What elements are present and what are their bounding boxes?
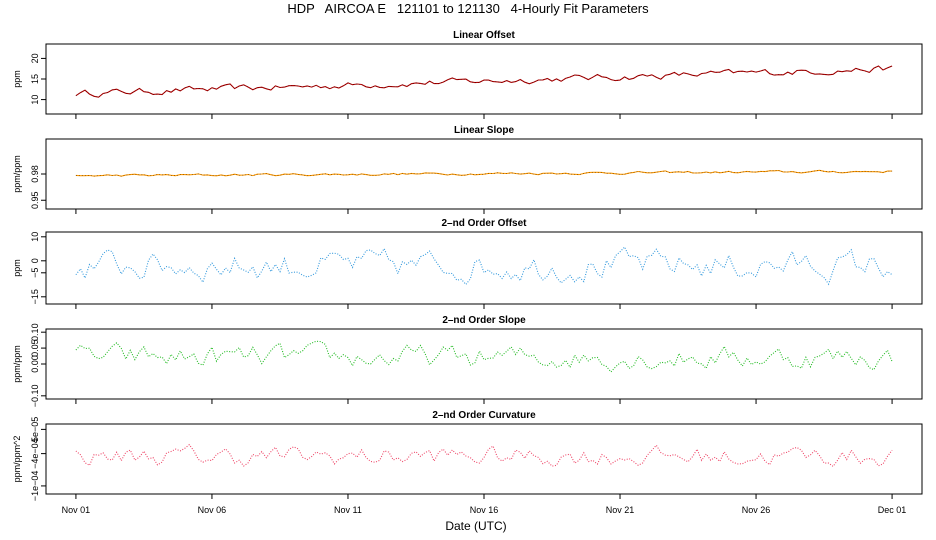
series-line-1 <box>75 65 893 98</box>
panel-title-5: 2–nd Order Curvature <box>432 410 536 421</box>
x-tick-label: Nov 26 <box>742 505 771 515</box>
y-axis-label-2: ppm/ppm <box>12 155 22 193</box>
panel-frame-1 <box>45 43 923 115</box>
y-tick-label: 0 <box>30 258 40 263</box>
y-tick-label: −5 <box>30 268 40 278</box>
y-axis-label-3: ppm <box>12 259 22 277</box>
x-tick-label: Nov 01 <box>62 505 91 515</box>
x-tick-label: Nov 11 <box>334 505 362 515</box>
panel-title-2: Linear Slope <box>454 125 514 136</box>
y-axis-label-4: ppm/ppm <box>12 345 22 383</box>
series-points-1 <box>75 65 893 98</box>
panel-frame-5 <box>45 423 923 495</box>
panel-frame-3 <box>45 231 923 305</box>
series-line-5 <box>75 443 893 468</box>
y-tick-label: 0.10 <box>30 323 40 341</box>
y-tick-label: 0.00 <box>30 355 40 373</box>
chart-main-title: HDP AIRCOA E 121101 to 121130 4-Hourly F… <box>287 1 649 16</box>
y-tick-label: 0.95 <box>30 191 40 209</box>
y-axis-label-1: ppm <box>12 70 22 88</box>
y-tick-label: 0.98 <box>30 165 40 183</box>
series-line-3 <box>75 246 893 286</box>
panel-title-4: 2–nd Order Slope <box>442 315 526 326</box>
y-tick-label: 10 <box>30 232 40 242</box>
panel-frame-4 <box>45 328 923 400</box>
y-tick-label: 5e−05 <box>30 417 40 442</box>
x-tick-label: Nov 06 <box>198 505 227 515</box>
y-tick-label: 0.05 <box>30 339 40 357</box>
series-line-4 <box>75 340 893 373</box>
y-tick-label: −15 <box>30 289 40 304</box>
x-tick-label: Nov 21 <box>606 505 635 515</box>
panel-title-3: 2–nd Order Offset <box>441 218 527 229</box>
y-tick-label: −4e−04 <box>30 438 40 469</box>
y-tick-label: −1e−04 <box>30 471 40 502</box>
x-tick-label: Dec 01 <box>878 505 907 515</box>
y-tick-label: 15 <box>30 74 40 84</box>
y-axis-label-5: ppm/ppm^2 <box>12 436 22 483</box>
y-tick-label: 10 <box>30 95 40 105</box>
panel-title-1: Linear Offset <box>453 30 515 41</box>
y-tick-label: −0.10 <box>30 384 40 407</box>
series-line-2 <box>75 169 893 177</box>
x-tick-label: Nov 16 <box>470 505 499 515</box>
y-tick-label: 20 <box>30 53 40 63</box>
x-axis-label: Date (UTC) <box>445 519 506 533</box>
